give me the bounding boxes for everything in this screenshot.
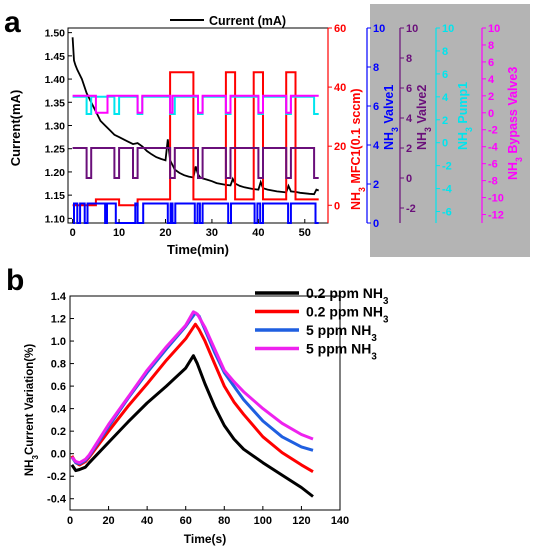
y-tick-label-current: 1.50: [45, 28, 66, 40]
series-line-b-0: [70, 354, 314, 498]
x-tick-label-b: 40: [141, 515, 153, 527]
y-tick-label-current: 1.45: [45, 51, 66, 63]
x-tick-label-b: 0: [67, 515, 73, 527]
panel-a: a 0 10 20 30 40 501.101.151.201.251.301.351.4…: [4, 4, 530, 257]
y-tick-label-mfc: 20: [334, 141, 346, 153]
x-tick-label-a: 50: [299, 227, 311, 239]
y-tick-label-current: 1.35: [45, 97, 66, 109]
y-tick-label-valve1: 2: [373, 179, 379, 191]
y-tick-label-valve2: 2: [406, 143, 412, 155]
y-axis-label-current: Current(mA): [8, 90, 23, 167]
series-line-current: [71, 37, 320, 196]
x-tick-label-a: 20: [159, 227, 171, 239]
y-tick-label-pump1: 2: [442, 115, 448, 127]
y-tick-label-bypass: -12: [488, 210, 504, 222]
y-tick-label-valve2: 8: [406, 53, 412, 65]
y-tick-label-bypass: 2: [488, 91, 494, 103]
x-tick-label-b: 100: [254, 515, 272, 527]
y-tick-label-b: 0.4: [51, 404, 67, 416]
y-tick-label-b: -0.2: [47, 471, 66, 483]
y-tick-label-bypass: -2: [488, 125, 498, 137]
y-tick-label-current: 1.30: [45, 121, 66, 133]
y-tick-label-pump1: 0: [442, 138, 448, 150]
y-tick-label-current: 1.40: [45, 74, 66, 86]
legend-b-label: 0.2 ppm NH3: [306, 304, 389, 326]
y-tick-label-valve2: 0: [406, 173, 412, 185]
right-axes-shaded-area: [370, 4, 530, 257]
y-tick-label-valve1: 10: [373, 23, 385, 35]
x-axis-label-b: Time(s): [184, 532, 226, 546]
x-tick-label-b: 120: [292, 515, 310, 527]
panel-b-label: b: [6, 264, 24, 297]
legend-a-label: Current (mA): [209, 14, 286, 28]
y-tick-label-pump1: -2: [442, 161, 452, 173]
x-tick-label-a: 10: [113, 227, 125, 239]
y-tick-label-bypass: -8: [488, 176, 498, 188]
y-tick-label-valve1: 4: [373, 140, 380, 152]
y-tick-label-b: 0.8: [51, 359, 66, 371]
y-tick-label-current: 1.10: [45, 213, 66, 225]
y-tick-label-current: 1.20: [45, 167, 66, 179]
y-tick-label-b: 0.0: [51, 449, 66, 461]
y-axis-label-bypass: NH3 Bypass Valve3: [506, 67, 524, 180]
y-tick-label-bypass: 4: [488, 74, 495, 86]
y-tick-label-bypass: 6: [488, 57, 494, 69]
y-axis-label-valve1: NH3 Valve1: [382, 85, 400, 150]
y-tick-label-valve1: 6: [373, 101, 379, 113]
x-tick-label-a: 30: [206, 227, 218, 239]
y-tick-label-bypass: -6: [488, 159, 498, 171]
y-tick-label-b: 1.2: [51, 314, 66, 326]
y-tick-label-current: 1.25: [45, 144, 66, 156]
series-line-mfc: [72, 71, 319, 207]
y-tick-label-mfc: 40: [334, 82, 346, 94]
y-tick-label-valve2: -2: [406, 203, 416, 215]
legend-b-label: 5 ppm NH3: [306, 341, 377, 363]
y-tick-label-valve1: 8: [373, 62, 379, 74]
y-tick-label-b: 0.2: [51, 426, 66, 438]
x-tick-label-b: 140: [331, 515, 349, 527]
x-tick-label-a: 0: [70, 227, 76, 239]
y-tick-label-pump1: -4: [442, 184, 453, 196]
legend-b-label: 0.2 ppm NH3: [306, 285, 389, 307]
panel-a-label: a: [4, 6, 21, 39]
y-tick-label-pump1: 10: [442, 23, 454, 35]
y-tick-label-pump1: 8: [442, 46, 448, 58]
series-line-bypass: [72, 94, 319, 114]
y-tick-label-pump1: -6: [442, 207, 452, 219]
legend-b-label: 5 ppm NH3: [306, 322, 377, 344]
y-axis-label-mfc: NH3 MFC1(0.1 sccm): [349, 88, 367, 210]
y-tick-label-valve2: 6: [406, 83, 412, 95]
y-tick-label-pump1: 6: [442, 69, 448, 81]
series-line-valve1: [72, 202, 319, 224]
y-axis-label-valve2: NH3 Valve2: [415, 85, 433, 150]
y-tick-label-b: -0.4: [47, 494, 67, 506]
y-tick-label-bypass: -10: [488, 193, 504, 205]
y-tick-label-valve2: 4: [406, 113, 413, 125]
x-axis-label-a: Time(min): [167, 242, 229, 257]
y-tick-label-b: 0.6: [51, 381, 66, 393]
y-tick-label-b: 1.4: [51, 291, 67, 303]
y-axis-label-b: NH3Current Variation(%): [24, 344, 40, 476]
y-axis-label-pump1: NH3 Pump1: [456, 82, 474, 150]
y-tick-label-valve2: 10: [406, 23, 418, 35]
y-tick-label-mfc: 0: [334, 200, 340, 212]
x-tick-label-b: 20: [102, 515, 114, 527]
y-tick-label-b: 1.0: [51, 336, 66, 348]
y-tick-label-current: 1.15: [45, 190, 66, 202]
y-tick-label-mfc: 60: [334, 23, 346, 35]
y-tick-label-pump1: 4: [442, 92, 449, 104]
x-tick-label-b: 80: [218, 515, 230, 527]
series-line-b-3: [70, 310, 314, 465]
series-line-valve2: [72, 147, 319, 179]
y-tick-label-bypass: 8: [488, 40, 494, 52]
x-tick-label-a: 40: [252, 227, 264, 239]
y-tick-label-bypass: -4: [488, 142, 499, 154]
x-tick-label-b: 60: [180, 515, 192, 527]
y-tick-label-valve1: 0: [373, 218, 379, 230]
plot-b-frame: [69, 295, 341, 511]
panel-b: b 0 20 40 60 80 100 120 140 -0.4 -0.2 0.0 0.2 0.4 0.6…: [6, 264, 389, 546]
y-tick-label-bypass: 10: [488, 23, 500, 35]
y-tick-label-bypass: 0: [488, 108, 494, 120]
